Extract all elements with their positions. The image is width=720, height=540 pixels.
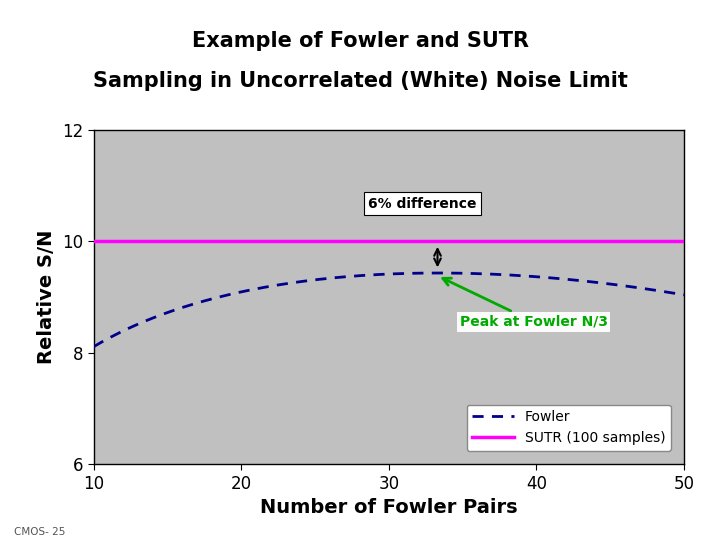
Text: CMOS- 25: CMOS- 25 [14, 527, 66, 537]
Y-axis label: Relative S/N: Relative S/N [37, 230, 56, 364]
Text: Peak at Fowler N/3: Peak at Fowler N/3 [443, 278, 608, 329]
X-axis label: Number of Fowler Pairs: Number of Fowler Pairs [260, 498, 518, 517]
Legend: Fowler, SUTR (100 samples): Fowler, SUTR (100 samples) [467, 404, 671, 451]
Text: Example of Fowler and SUTR: Example of Fowler and SUTR [192, 31, 528, 51]
Text: Sampling in Uncorrelated (White) Noise Limit: Sampling in Uncorrelated (White) Noise L… [93, 71, 627, 91]
Text: 6% difference: 6% difference [369, 197, 477, 211]
